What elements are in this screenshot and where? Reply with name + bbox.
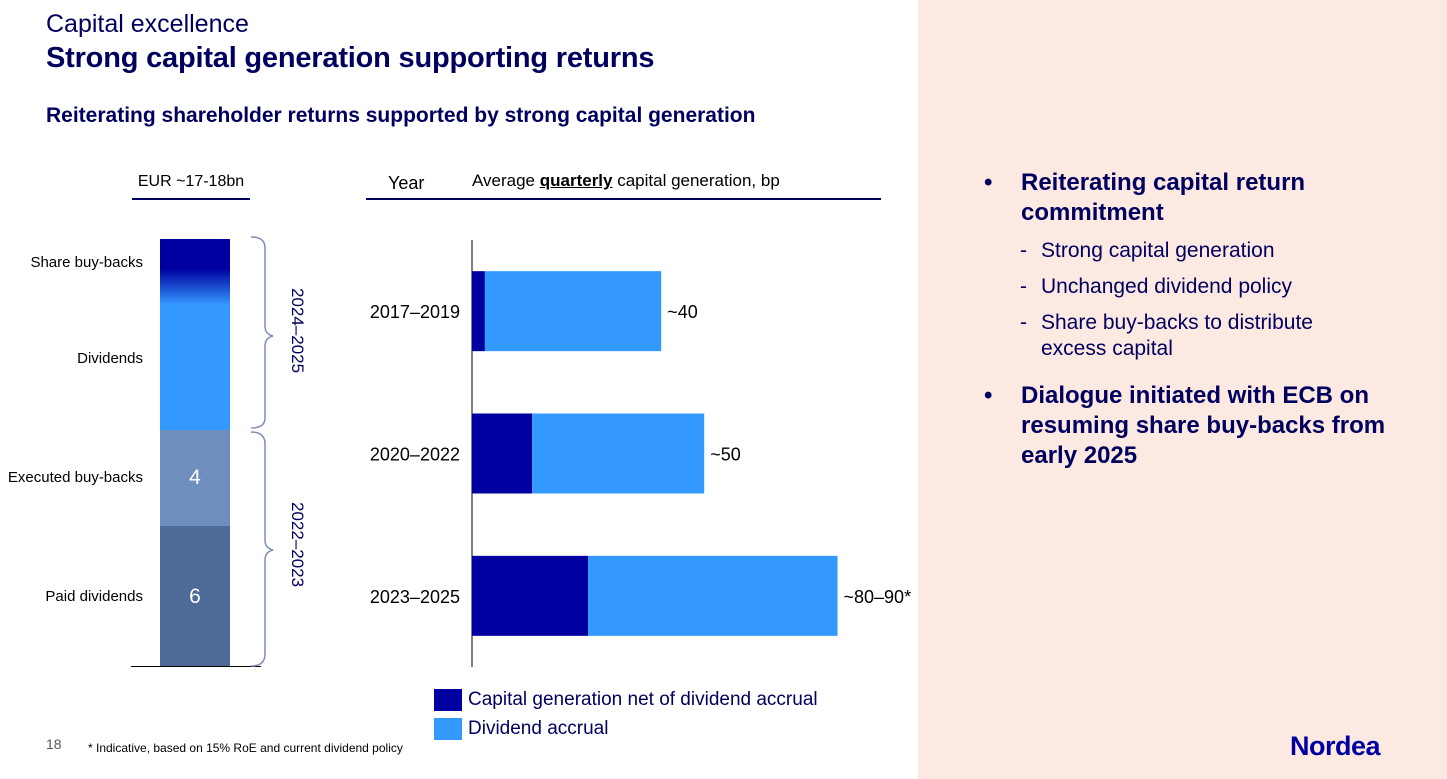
legend-swatch-dividend-accrual [434, 718, 462, 740]
chart-value-header: Average quarterly capital generation, bp [472, 171, 780, 191]
footnote: * Indicative, based on 15% RoE and curre… [88, 741, 403, 755]
page-title: Strong capital generation supporting ret… [46, 42, 655, 74]
value-label: ~80–90* [844, 587, 912, 607]
sub-bullet-dash-2: - [1020, 275, 1027, 298]
stack-segment-executed-buybacks: 4 [160, 430, 230, 526]
stack-baseline [131, 666, 261, 667]
legend-label-dividend-accrual: Dividend accrual [468, 718, 609, 739]
chart-value-header-emphasis: quarterly [539, 171, 613, 190]
section-label: Capital excellence [46, 10, 249, 38]
bracket-2022-2023 [250, 431, 274, 667]
stack-header: EUR ~17-18bn [137, 173, 245, 190]
bullet-dot-2: • [984, 382, 993, 409]
stack-header-divider [132, 198, 250, 200]
sub-bullet-capital-generation: Strong capital generation [1041, 239, 1275, 262]
stack-label-paid-dividends: Paid dividends [45, 588, 143, 605]
stack-label-dividends: Dividends [77, 350, 143, 367]
sub-bullet-dash-1: - [1020, 239, 1027, 262]
category-label: 2017–2019 [370, 302, 460, 322]
category-label: 2023–2025 [370, 587, 460, 607]
bullet-dot-1: • [984, 169, 993, 196]
legend-item-capital-generation: Capital generation net of dividend accru… [434, 689, 818, 711]
bar-capital-generation [472, 555, 589, 636]
chart-value-header-prefix: Average [472, 171, 540, 190]
legend-label-capital-generation: Capital generation net of dividend accru… [468, 689, 818, 710]
page-number: 18 [46, 736, 62, 752]
legend-swatch-capital-generation [434, 689, 462, 711]
period-label-2024-2025: 2024–2025 [288, 288, 307, 374]
stack-label-executed-buybacks: Executed buy-backs [7, 469, 143, 486]
value-label: ~50 [710, 445, 741, 465]
value-label: ~40 [667, 302, 698, 322]
sub-bullet-dividend-policy: Unchanged dividend policy [1041, 275, 1293, 298]
sub-bullet-dash-3: - [1020, 311, 1027, 334]
period-label-2022-2023: 2022–2023 [288, 502, 307, 588]
stack-segment-dividends [160, 305, 230, 430]
bracket-2024-2025 [250, 236, 274, 429]
chart-year-header: Year [388, 173, 425, 193]
chart-value-header-suffix: capital generation, bp [612, 171, 780, 190]
stack-label-share-buybacks: Share buy-backs [30, 254, 143, 271]
stack-segment-paid-dividends: 6 [160, 526, 230, 667]
bar-dividend-accrual [588, 555, 838, 636]
subtitle: Reiterating shareholder returns supporte… [46, 104, 756, 127]
bullet-ecb-dialogue: Dialogue initiated with ECB on resuming … [1021, 382, 1386, 469]
period-brackets [250, 236, 274, 667]
bullet-capital-return: Reiterating capital return commitment [1021, 169, 1306, 226]
legend-item-dividend-accrual: Dividend accrual [434, 718, 608, 740]
bar-dividend-accrual [484, 271, 662, 352]
nordea-logo: Nordea [1290, 731, 1381, 761]
bar-capital-generation [472, 271, 485, 352]
chart-header-divider [366, 198, 881, 200]
right-panel [918, 0, 1447, 779]
bar-capital-generation [472, 413, 533, 494]
capital-generation-chart: 2017–2019 ~40 2020–2022 ~50 2023–2025 ~80–90* [370, 240, 912, 667]
bar-dividend-accrual [532, 413, 705, 494]
sub-bullet-share-buybacks: Share buy-backs to distribute excess cap… [1041, 311, 1313, 360]
stack-segment-share-buybacks [160, 239, 230, 305]
category-label: 2020–2022 [370, 445, 460, 465]
